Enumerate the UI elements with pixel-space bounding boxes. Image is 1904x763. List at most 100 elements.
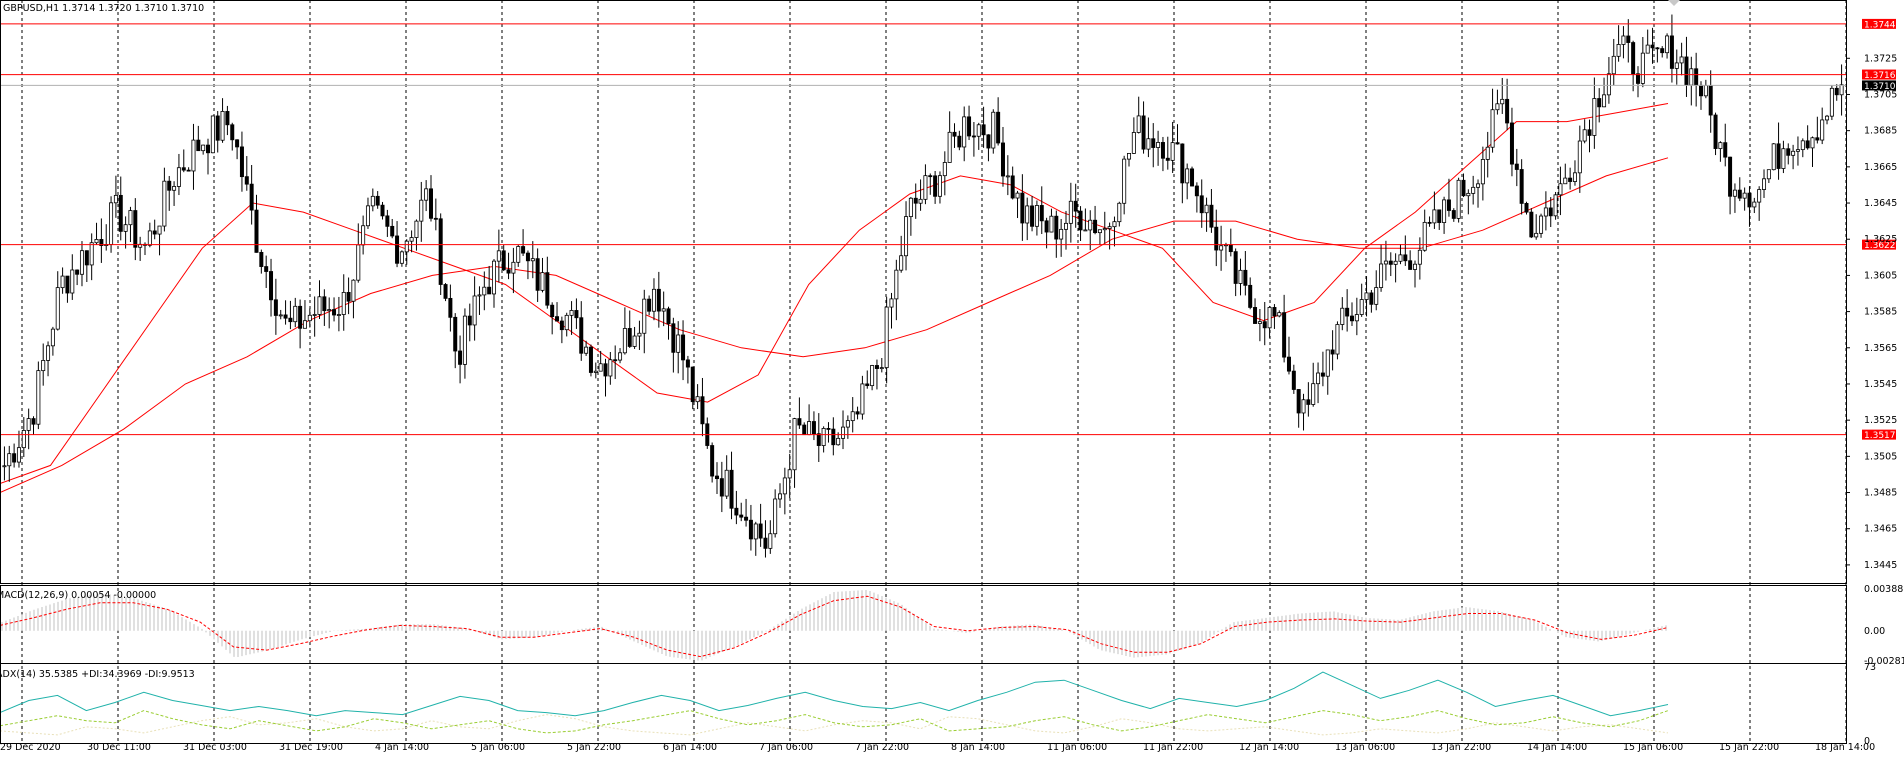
price-tick-label: 1.3585 — [1864, 307, 1897, 318]
candle-body — [894, 269, 899, 300]
candle-body — [356, 244, 361, 281]
candle-body — [395, 235, 400, 264]
candle-body — [351, 279, 356, 302]
candle-body — [269, 271, 274, 301]
candle-body — [424, 188, 429, 201]
candle-body — [729, 469, 734, 509]
time-tick-label: 12 Jan 14:00 — [1239, 742, 1299, 753]
candle-body — [1393, 260, 1398, 265]
candle-body — [1597, 98, 1602, 108]
scroll-marker-icon[interactable] — [1668, 0, 1680, 6]
candle-body — [942, 162, 947, 177]
candle-body — [816, 433, 821, 446]
candle-body — [89, 242, 94, 266]
candle-body — [458, 350, 463, 365]
candle-body — [1383, 260, 1388, 265]
candle-body — [579, 317, 584, 354]
candle-body — [1626, 35, 1631, 43]
candle-body — [545, 272, 550, 306]
time-tick-label: 31 Dec 19:00 — [279, 742, 343, 753]
candle-body — [273, 299, 278, 316]
candle-body — [870, 365, 875, 387]
candle-body — [210, 115, 215, 154]
candle-body — [719, 478, 724, 497]
candle-body — [327, 309, 332, 312]
candle-body — [278, 314, 283, 317]
horizontal-levels[interactable]: 1.3744 1.3716 1.3622 1.3517 1.3710 — [0, 18, 1896, 441]
candle-body — [206, 144, 211, 154]
candle-body — [874, 365, 879, 369]
level-price-tag — [1862, 18, 1896, 29]
candle-body — [971, 135, 976, 138]
candle-body — [1742, 192, 1747, 199]
adx-main-line — [0, 671, 1669, 717]
candle-body — [676, 334, 681, 353]
candle-body — [651, 288, 656, 312]
candle-body — [933, 175, 938, 197]
candle-body — [1127, 153, 1132, 160]
candle-body — [899, 255, 904, 271]
candle-body — [118, 194, 123, 232]
candle-body — [341, 291, 346, 315]
candle-body — [41, 360, 46, 372]
candle-body — [443, 284, 448, 299]
candle-body — [133, 210, 138, 248]
candle-body — [1800, 140, 1805, 151]
candle-body — [1558, 183, 1563, 196]
candle-body — [690, 366, 695, 403]
current-price-tag — [1862, 80, 1896, 91]
adx-tick-label: 0 — [1864, 736, 1870, 747]
candle-body — [1587, 129, 1592, 136]
candle-body — [787, 469, 792, 479]
candle-body — [1175, 142, 1180, 145]
candle-body — [1839, 84, 1844, 96]
candle-body — [714, 475, 719, 480]
time-tick-label: 18 Jan 14:00 — [1815, 742, 1875, 753]
candle-body — [1786, 148, 1791, 156]
candle-body — [399, 251, 404, 264]
candle-body — [1020, 192, 1025, 224]
candle-body — [748, 519, 753, 540]
candle-body — [1684, 56, 1689, 86]
candle-body — [1606, 73, 1611, 96]
candle-body — [283, 314, 288, 319]
candle-body — [1165, 157, 1170, 161]
candle-body — [1248, 284, 1253, 308]
candle-body — [1151, 138, 1156, 148]
candle-body — [1437, 209, 1442, 223]
candle-body — [433, 217, 438, 220]
candle-body — [1311, 383, 1316, 405]
price-tick-label: 1.3685 — [1864, 126, 1897, 137]
candle-body — [7, 453, 12, 467]
candle-body — [1097, 229, 1102, 234]
candle-body — [298, 305, 303, 329]
candle-body — [516, 246, 521, 263]
candle-body — [957, 135, 962, 148]
time-tick-label: 4 Jan 14:00 — [375, 742, 429, 753]
candle-body — [1170, 142, 1175, 161]
candle-body — [453, 316, 458, 352]
candle-body — [1732, 189, 1737, 197]
candle-body — [1049, 215, 1054, 233]
macd-subwindow[interactable]: 0.00388 0.00 -0.00281 — [0, 584, 1904, 667]
candle-body — [845, 420, 850, 428]
candle-body — [1136, 115, 1141, 133]
candle-body — [836, 437, 841, 446]
candle-body — [1054, 215, 1059, 240]
candle-body — [1621, 35, 1626, 45]
candle-body — [1708, 85, 1713, 116]
candle-body — [1078, 210, 1083, 231]
candle-body — [12, 453, 17, 463]
candle-body — [1427, 221, 1432, 224]
candle-body — [656, 288, 661, 312]
candle-body — [1524, 203, 1529, 213]
grid-layer — [21, 0, 1847, 742]
candle-body — [841, 426, 846, 439]
adx-subwindow[interactable]: 73 0 — [0, 662, 1876, 747]
candle-body — [879, 367, 884, 370]
candle-body — [831, 428, 836, 446]
candle-body — [1451, 210, 1456, 219]
macd-header: MACD(12,26,9) 0.00054 -0.00000 — [0, 590, 156, 601]
